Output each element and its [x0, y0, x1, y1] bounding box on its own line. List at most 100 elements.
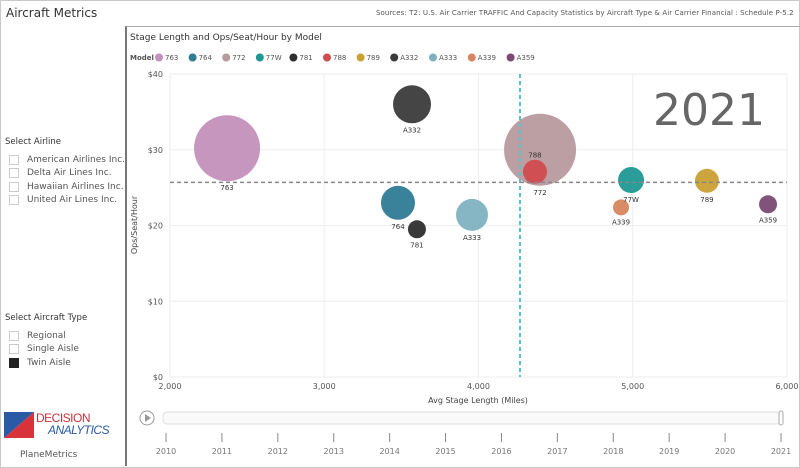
timeline-year[interactable]: 2016 — [491, 447, 511, 456]
legend-entry: A339 — [478, 54, 496, 62]
aircraft-type-option[interactable]: Twin Aisle — [5, 356, 87, 370]
x-axis-label: Avg Stage Length (Miles) — [428, 396, 528, 405]
bubble-A332 — [393, 85, 432, 124]
legend-swatch — [356, 53, 365, 62]
checkbox[interactable] — [9, 344, 19, 355]
legend-swatch — [506, 53, 515, 62]
timeline-year[interactable]: 2018 — [603, 447, 623, 456]
legend-swatch — [222, 53, 231, 62]
aircraft-type-option[interactable]: Single Aisle — [5, 343, 87, 357]
legend-entry: 772 — [232, 54, 245, 62]
bubble-789 — [694, 168, 719, 193]
timeline-handle[interactable] — [778, 410, 784, 426]
timeline-year[interactable]: 2017 — [547, 447, 567, 456]
legend-entry: 763 — [165, 54, 178, 62]
play-icon — [145, 414, 151, 422]
svg-text:DECISION: DECISION — [36, 411, 90, 425]
timeline-year[interactable]: 2020 — [715, 447, 735, 456]
airline-option[interactable]: Delta Air Lines Inc. — [5, 167, 125, 181]
bubble-A333 — [456, 198, 489, 231]
legend-swatch — [155, 53, 163, 62]
sources-note: Sources: T2: U.S. Air Carrier TRAFFIC An… — [376, 9, 794, 17]
legend-entry: A359 — [517, 54, 535, 62]
airline-option-label: American Airlines Inc. — [27, 154, 126, 165]
timeline-year[interactable]: 2021 — [771, 447, 791, 456]
aircraft-type-option-label: Single Aisle — [27, 344, 79, 355]
airline-option-label: Hawaiian Airlines Inc. — [27, 181, 124, 192]
data-label: 764 — [391, 223, 405, 231]
bubble-764 — [380, 185, 415, 220]
legend-swatch — [188, 53, 197, 62]
checkbox[interactable] — [9, 195, 19, 206]
bubble-788 — [522, 159, 547, 184]
timeline-slider[interactable] — [162, 411, 782, 425]
legend-title: Model — [130, 54, 154, 62]
x-tick-label: 4,000 — [467, 382, 490, 391]
timeline-year[interactable]: 2012 — [268, 447, 288, 456]
x-tick-label: 5,000 — [621, 382, 644, 391]
data-label: 772 — [533, 189, 546, 197]
timeline-year[interactable]: 2019 — [659, 447, 679, 456]
y-tick-label: $10 — [148, 297, 163, 306]
timeline-year[interactable]: 2014 — [379, 447, 399, 456]
legend-entry: 77W — [266, 54, 282, 62]
checkbox[interactable] — [9, 181, 19, 192]
data-label: 788 — [528, 152, 541, 160]
data-label: A359 — [759, 216, 777, 224]
svg-text:ANALYTICS: ANALYTICS — [47, 423, 110, 437]
timeline-year[interactable]: 2010 — [156, 447, 176, 456]
timeline-year[interactable]: 2011 — [212, 447, 232, 456]
timeline-year[interactable]: 2015 — [435, 447, 455, 456]
timeline-year[interactable]: 2013 — [324, 447, 344, 456]
decision-analytics-logo: DECISION ANALYTICS — [4, 411, 110, 438]
legend-swatch — [390, 53, 399, 62]
y-tick-label: $0 — [153, 373, 163, 382]
bubble-77W — [618, 167, 645, 194]
data-label: 789 — [700, 196, 713, 204]
chart-title: Stage Length and Ops/Seat/Hour by Model — [130, 33, 322, 43]
legend-entry: A332 — [400, 54, 418, 62]
bubble-A359 — [759, 195, 778, 214]
bubble-763 — [194, 115, 261, 182]
legend-swatch — [323, 53, 331, 62]
y-tick-label: $40 — [148, 70, 163, 79]
airline-option-label: Delta Air Lines Inc. — [27, 168, 112, 179]
checkbox[interactable] — [9, 154, 19, 165]
airline-option[interactable]: Hawaiian Airlines Inc. — [5, 180, 125, 194]
airline-slicer: Select Airline American Airlines Inc. Del… — [5, 137, 125, 207]
legend-entry: 781 — [299, 54, 312, 62]
y-axis-label: Ops/Seat/Hour — [130, 195, 139, 254]
checkbox[interactable] — [9, 357, 19, 368]
legend-entry: 788 — [333, 54, 346, 62]
bubble-781 — [407, 220, 426, 239]
airline-option[interactable]: United Air Lines Inc. — [5, 194, 125, 208]
checkbox[interactable] — [9, 168, 19, 179]
aircraft-type-option-label: Twin Aisle — [27, 357, 71, 368]
footer-label: PlaneMetrics — [20, 450, 78, 460]
aircraft-type-option[interactable]: Regional — [5, 329, 87, 343]
airline-option[interactable]: American Airlines Inc. — [5, 153, 125, 167]
airline-slicer-label: Select Airline — [5, 137, 61, 147]
data-label: A332 — [403, 126, 421, 134]
x-tick-label: 2,000 — [159, 382, 182, 391]
aircraft-type-slicer: Select Aircraft Type Regional Single Aisl… — [5, 313, 87, 370]
aircraft-type-option-label: Regional — [27, 330, 66, 341]
legend-swatch — [429, 53, 437, 62]
legend-entry: 764 — [199, 54, 213, 62]
legend-swatch — [289, 53, 298, 62]
aircraft-type-slicer-label: Select Aircraft Type — [5, 313, 88, 323]
data-label: A333 — [463, 234, 481, 242]
data-label: 763 — [220, 184, 233, 192]
data-label: 77W — [623, 196, 639, 204]
airline-option-label: United Air Lines Inc. — [27, 195, 118, 206]
bubble-A339 — [613, 199, 630, 216]
checkbox[interactable] — [9, 330, 19, 341]
y-tick-label: $20 — [148, 222, 163, 231]
x-tick-label: 6,000 — [776, 382, 799, 391]
app-title: Aircraft Metrics — [6, 6, 98, 20]
chart-panel — [125, 26, 800, 466]
bubble-772 — [504, 113, 577, 186]
legend-swatch — [467, 53, 476, 62]
data-label: 781 — [410, 241, 423, 249]
legend-swatch — [255, 53, 264, 62]
